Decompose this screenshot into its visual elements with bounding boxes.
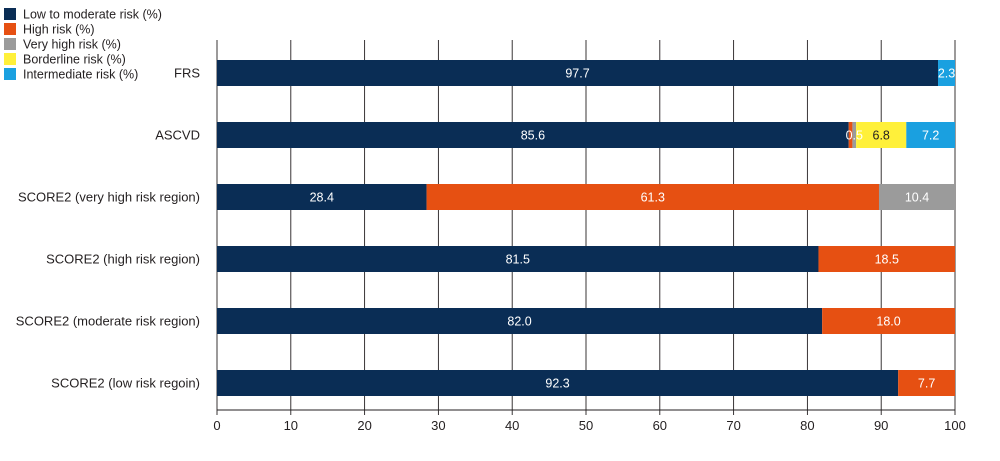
data-label: 85.6: [521, 129, 545, 143]
bar-segment: [852, 122, 857, 148]
bar-segment: [426, 184, 879, 210]
data-label: 81.5: [506, 253, 530, 267]
bar-segment: [217, 60, 939, 86]
gridlines: [216, 40, 956, 410]
legend-swatch: [4, 8, 16, 20]
data-label: 28.4: [310, 191, 334, 205]
bar-segment: [217, 370, 899, 396]
legend: Low to moderate risk (%)High risk (%)Ver…: [4, 8, 162, 82]
x-tick-label: 60: [653, 418, 667, 433]
legend-label: Borderline risk (%): [23, 53, 126, 67]
legend-label: Intermediate risk (%): [23, 68, 138, 82]
x-tick-label: 10: [284, 418, 298, 433]
x-tick-label: 70: [726, 418, 740, 433]
x-tick-label: 50: [579, 418, 593, 433]
category-label: SCORE2 (low risk regoin): [51, 376, 200, 391]
data-label: 61.3: [641, 191, 665, 205]
legend-label: High risk (%): [23, 23, 95, 37]
bar-segment: [822, 308, 955, 334]
legend-label: Very high risk (%): [23, 38, 121, 52]
legend-swatch: [4, 38, 16, 50]
bar-segment: [818, 246, 955, 272]
bar-segment: [217, 184, 427, 210]
legend-swatch: [4, 68, 16, 80]
x-tick-label: 100: [944, 418, 966, 433]
x-tick-label: 30: [431, 418, 445, 433]
bars: [217, 60, 955, 396]
x-axis: 0 10 20 30 40 50 60 70 80 90 100: [213, 409, 966, 433]
bar-segment: [898, 370, 955, 396]
data-label: 0.5: [846, 129, 863, 143]
bar-segment: [848, 122, 853, 148]
x-tick-label: 90: [874, 418, 888, 433]
category-label: SCORE2 (high risk region): [46, 252, 200, 267]
data-label: 97.7: [565, 67, 589, 81]
data-label: 10.4: [905, 191, 929, 205]
bar-segment: [217, 246, 819, 272]
data-label: 7.7: [918, 377, 935, 391]
category-label: ASCVD: [155, 128, 200, 143]
legend-swatch: [4, 53, 16, 65]
x-tick-label: 20: [357, 418, 371, 433]
bar-segment: [856, 122, 907, 148]
data-label: 82.0: [507, 315, 531, 329]
data-label: 6.8: [873, 129, 890, 143]
bar-segment: [906, 122, 955, 148]
category-label: SCORE2 (moderate risk region): [16, 314, 200, 329]
bar-segment: [938, 60, 955, 86]
legend-swatch: [4, 23, 16, 35]
x-tick-label: 80: [800, 418, 814, 433]
data-label: 92.3: [545, 377, 569, 391]
data-label: 18.5: [875, 253, 899, 267]
category-label: SCORE2 (very high risk region): [18, 190, 200, 205]
data-label: 2.3: [938, 67, 955, 81]
category-labels: FRS ASCVD SCORE2 (very high risk region) SC…: [16, 66, 201, 391]
bar-segment: [878, 184, 955, 210]
category-label: FRS: [174, 66, 200, 81]
x-tick-label: 40: [505, 418, 519, 433]
data-label: 18.0: [876, 315, 900, 329]
data-label: 7.2: [922, 129, 939, 143]
bar-segment: [217, 122, 849, 148]
bar-segment: [217, 308, 823, 334]
data-labels: 97.7 2.3 85.6 0.5 6.8 7.2 28.4 61.3 10.4 81.5 18.5…: [310, 67, 956, 391]
legend-label: Low to moderate risk (%): [23, 8, 162, 22]
x-tick-label: 0: [213, 418, 220, 433]
